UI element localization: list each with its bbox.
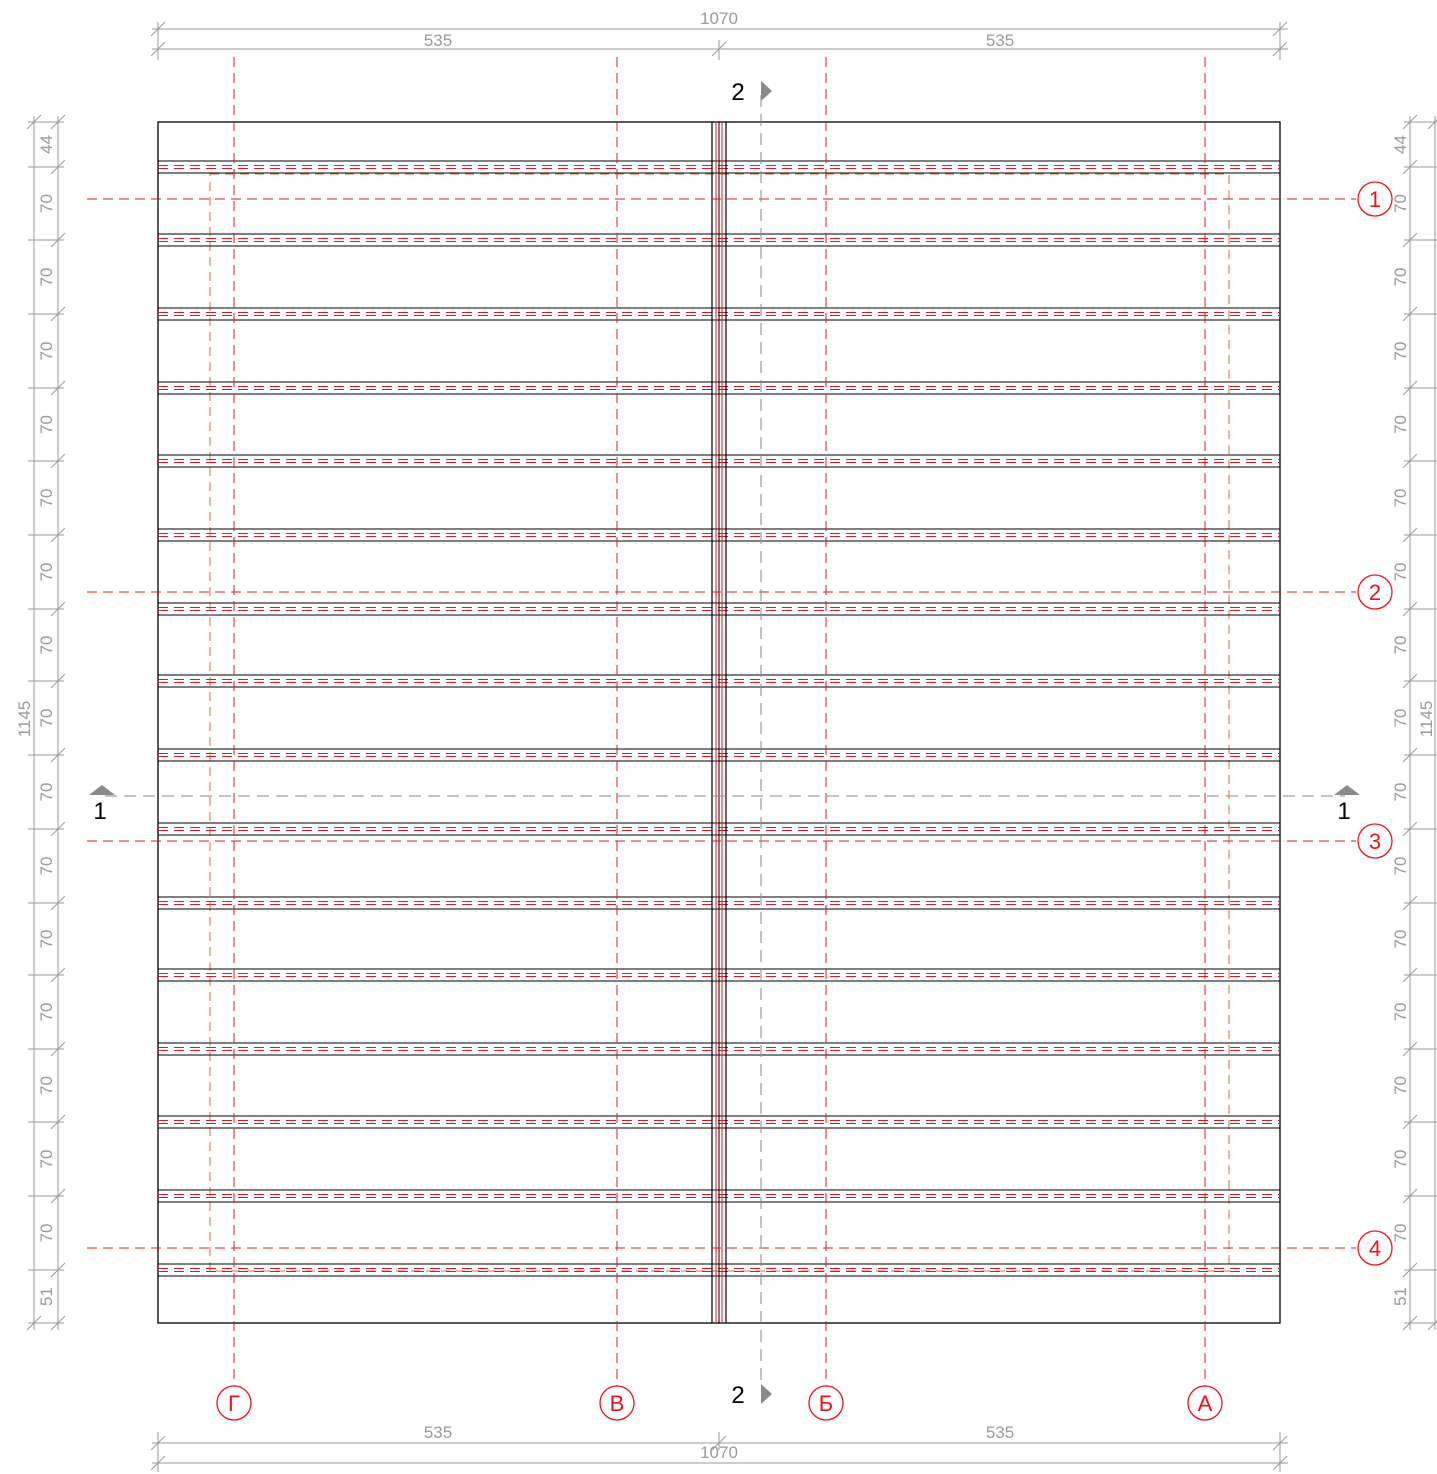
section-marks: 2 2 1 1 (89, 79, 1360, 1409)
dim-side-segment-right: 70 (1391, 930, 1410, 949)
dim-side-segment-left: 70 (37, 709, 56, 728)
grid-axis-row-label: 4 (1369, 1236, 1381, 1261)
dim-side-segment-right: 70 (1391, 194, 1410, 213)
section-label-1-right: 1 (1337, 798, 1350, 825)
grid-axis-column-label: В (610, 1391, 625, 1416)
grid-axes: Г В Б А 1 2 3 4 (87, 57, 1393, 1421)
dim-side-segment-right: 70 (1391, 709, 1410, 728)
dim-tick (150, 41, 166, 57)
section-arrow-2-bottom (761, 1384, 772, 1404)
dim-side-segment-left: 70 (37, 636, 56, 655)
dim-side-segment-left: 70 (37, 342, 56, 361)
dim-side-segment-left: 70 (37, 415, 56, 434)
grid-axis-row-label: 3 (1369, 829, 1381, 854)
dimension-lines: 1070 535 535 535 535 1070 1145 44 70 70 70 70 70 70 70… (15, 9, 1437, 1472)
dim-side-segment-right: 70 (1391, 268, 1410, 287)
dim-side-total: 1145 (15, 701, 34, 738)
dim-side-segment-right: 70 (1391, 1224, 1410, 1243)
grid-axis-column-bubble (1187, 1385, 1223, 1421)
dim-side-segment-left: 70 (37, 489, 56, 508)
dim-top-total: 1070 (700, 9, 738, 28)
grid-axis-column-bubble (808, 1385, 844, 1421)
dim-side-segment-right: 70 (1391, 415, 1410, 434)
dim-side-segment-right: 51 (1391, 1287, 1410, 1306)
section-arrow-1-left (89, 785, 115, 795)
dim-bottom-total: 1070 (700, 1443, 738, 1462)
section-arrow-2-top (761, 81, 772, 101)
dim-tick (150, 1455, 166, 1471)
dim-side-segment-right: 70 (1391, 636, 1410, 655)
dim-tick (1272, 41, 1288, 57)
section-label-2-top: 2 (731, 79, 744, 106)
grid-axis-row-bubble (1357, 1230, 1393, 1266)
dim-side-segment-left: 70 (37, 1076, 56, 1095)
dim-side-segment-right: 70 (1391, 1003, 1410, 1022)
dim-side-segment-left: 51 (37, 1287, 56, 1306)
grid-axis-row-label: 1 (1369, 187, 1381, 212)
grid-axis-column-label: Г (228, 1391, 240, 1416)
dim-side-total: 1145 (1417, 701, 1436, 738)
section-label-2-bottom: 2 (731, 1382, 744, 1409)
section-arrow-1-right (1334, 785, 1360, 795)
grid-axis-column-bubble (216, 1385, 252, 1421)
beam-geometry (157, 121, 1281, 1324)
dim-side-segment-left: 70 (37, 194, 56, 213)
dim-side-segment-left: 70 (37, 1224, 56, 1243)
dim-side-segment-right: 70 (1391, 783, 1410, 802)
section-label-1-left: 1 (93, 798, 106, 825)
dim-side-segment-right: 70 (1391, 857, 1410, 876)
dim-side-segment-right: 44 (1391, 135, 1410, 154)
dim-side-segment-left: 70 (37, 857, 56, 876)
grid-axis-row-label: 2 (1369, 580, 1381, 605)
dim-side-segment-left: 70 (37, 268, 56, 287)
dim-side-segment-left: 70 (37, 930, 56, 949)
grid-axis-row-bubble (1357, 574, 1393, 610)
grid-axis-row-bubble (1357, 181, 1393, 217)
grid-axis-column-label: Б (819, 1391, 833, 1416)
dim-side-segment-left: 44 (37, 135, 56, 154)
dim-side-segment-right: 70 (1391, 489, 1410, 508)
grid-axis-row-bubble (1357, 823, 1393, 859)
dim-top-half: 535 (424, 31, 452, 50)
dim-side-segment-right: 70 (1391, 1150, 1410, 1169)
grid-axis-column-bubble (599, 1385, 635, 1421)
grid-axis-column-label: А (1198, 1391, 1213, 1416)
dim-side-segment-left: 70 (37, 1003, 56, 1022)
dim-side-segment-right: 70 (1391, 1076, 1410, 1095)
dim-side-segment-left: 70 (37, 783, 56, 802)
dim-tick (1272, 1455, 1288, 1471)
dim-side-segment-left: 70 (37, 563, 56, 582)
dim-bottom-half: 535 (986, 1423, 1014, 1442)
dim-bottom-half: 535 (424, 1423, 452, 1442)
dim-side-segment-right: 70 (1391, 563, 1410, 582)
dim-top-half: 535 (986, 31, 1014, 50)
dim-side-segment-right: 70 (1391, 342, 1410, 361)
dim-side-segment-left: 70 (37, 1150, 56, 1169)
